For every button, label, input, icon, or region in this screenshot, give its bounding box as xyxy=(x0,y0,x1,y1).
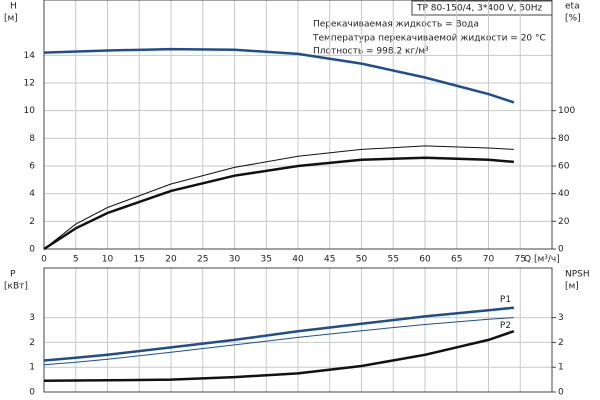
y-axis-label: H xyxy=(10,2,17,12)
y-tick-label: 2 xyxy=(29,338,35,348)
y2-tick-label: 0 xyxy=(558,245,564,255)
x-tick-label: 0 xyxy=(41,255,47,265)
y2-axis-unit: [%] xyxy=(565,14,581,24)
series-label: P2 xyxy=(500,321,511,331)
y2-tick-label: 1 xyxy=(558,363,564,373)
x-tick-label: 25 xyxy=(197,255,208,265)
y2-tick-label: 100 xyxy=(558,106,575,116)
series-line xyxy=(43,156,515,251)
y2-tick-label: 60 xyxy=(558,162,570,172)
y-tick-label: 8 xyxy=(29,134,35,144)
y-axis-label: P xyxy=(10,270,16,280)
y2-tick-label: 3 xyxy=(558,313,564,323)
plots: 0 5 10 15 20 25 30 35 40 45 50 55 60 65 70 750246810121… xyxy=(4,0,590,398)
x-tick-label: 75 xyxy=(515,255,526,265)
y2-axis-label: eta xyxy=(565,2,580,12)
x-tick-label: 60 xyxy=(419,255,431,265)
y2-tick-label: 20 xyxy=(558,217,570,227)
x-tick-label: 15 xyxy=(134,255,145,265)
series-line xyxy=(43,330,515,383)
x-tick-label: 40 xyxy=(292,255,304,265)
series-line xyxy=(43,47,515,104)
annotation: Перекачиваемая жидкость = Вода xyxy=(313,20,479,30)
plot-frame xyxy=(43,0,553,250)
y-tick-label: 0 xyxy=(29,388,35,398)
series-line xyxy=(43,317,514,366)
y-tick-label: 10 xyxy=(24,106,36,116)
annotation: Температура перекачиваемой жидкости = 20… xyxy=(312,34,546,44)
y-tick-label: 14 xyxy=(24,51,36,61)
x-tick-label: 20 xyxy=(165,255,177,265)
y2-axis-unit: [м] xyxy=(565,282,579,292)
y2-axis-label: NPSH xyxy=(565,270,590,280)
x-tick-label: 55 xyxy=(388,255,399,265)
x-axis-label: Q [м³/ч] xyxy=(524,255,560,265)
y2-tick-label: 0 xyxy=(558,388,564,398)
y-tick-label: 0 xyxy=(29,245,35,255)
y-tick-label: 12 xyxy=(24,79,35,89)
x-tick-label: 70 xyxy=(483,255,495,265)
x-tick-label: 35 xyxy=(261,255,272,265)
y-tick-label: 3 xyxy=(29,313,35,323)
y2-tick-label: 80 xyxy=(558,134,570,144)
x-tick-label: 5 xyxy=(73,255,79,265)
x-tick-label: 50 xyxy=(356,255,368,265)
y-tick-label: 2 xyxy=(29,217,35,227)
y2-tick-label: 2 xyxy=(558,338,564,348)
y-axis-unit: [кВт] xyxy=(4,282,28,292)
x-tick-label: 65 xyxy=(451,255,462,265)
series-line xyxy=(43,145,514,250)
series-label: P1 xyxy=(500,295,511,305)
y-tick-label: 1 xyxy=(29,363,35,373)
x-tick-label: 45 xyxy=(324,255,335,265)
annotation: TP 80-150/4, 3*400 V, 50Hz xyxy=(416,4,543,14)
y-tick-label: 6 xyxy=(29,162,35,172)
series-line xyxy=(43,306,515,362)
y-axis-unit: [м] xyxy=(4,14,18,24)
annotation: Плотность = 998.2 кг/м³ xyxy=(313,47,429,57)
y-tick-label: 4 xyxy=(29,189,35,199)
x-tick-label: 10 xyxy=(102,255,114,265)
x-tick-label: 30 xyxy=(229,255,241,265)
plot-frame xyxy=(43,267,553,393)
y2-tick-label: 40 xyxy=(558,189,570,199)
